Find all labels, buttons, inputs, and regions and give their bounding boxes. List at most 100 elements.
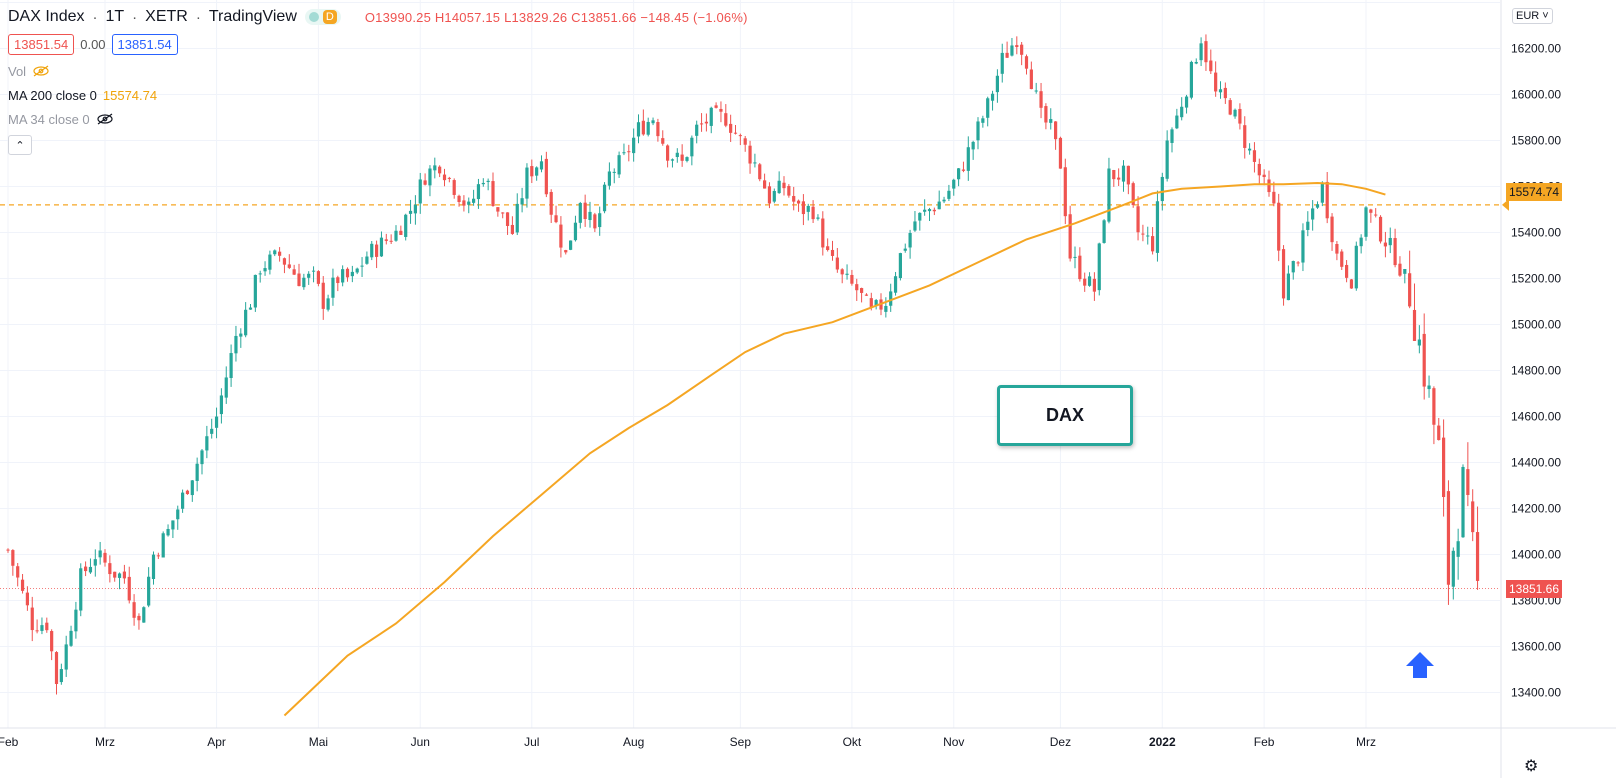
eye-hidden-icon[interactable]: [32, 65, 50, 77]
candle-body: [297, 273, 301, 287]
candle-body: [1063, 167, 1067, 217]
candle-body: [864, 294, 869, 296]
candle-body: [50, 631, 54, 652]
candle-body: [981, 118, 985, 123]
candle-body: [224, 377, 228, 398]
candle-body: [1359, 237, 1363, 247]
candle-body: [714, 105, 718, 108]
candle-body: [69, 630, 73, 646]
candle-body: [1427, 385, 1431, 390]
y-tick-label: 16200.00: [1511, 42, 1561, 56]
symbol-name[interactable]: DAX Index: [8, 8, 85, 25]
ma200-price-tag: 15574.74: [1506, 183, 1562, 202]
spread-value: 0.00: [80, 37, 106, 52]
candle-body: [763, 180, 767, 189]
candle-body: [918, 212, 922, 221]
candle-body: [733, 132, 738, 134]
candle-body: [1160, 176, 1164, 202]
candle-body: [607, 171, 611, 186]
candle-body: [1102, 220, 1106, 243]
candle-body: [64, 644, 68, 670]
candle-body: [840, 269, 844, 275]
candle-body: [142, 607, 146, 623]
candle-body: [195, 463, 199, 481]
candle-body: [651, 120, 655, 124]
collapse-legend-button[interactable]: ⌃: [8, 135, 32, 155]
candle-body: [210, 428, 214, 434]
indicator-ma34[interactable]: MA 34 close 0: [8, 111, 748, 127]
candle-body: [1209, 60, 1213, 72]
candle-body: [93, 559, 97, 566]
candle-body: [1029, 69, 1033, 90]
candle-body: [35, 630, 39, 632]
settings-gear-icon[interactable]: ⚙: [1524, 758, 1539, 775]
candle-body: [1345, 264, 1349, 278]
candle-body: [200, 450, 204, 465]
candle-body: [1364, 207, 1368, 237]
candle-body: [1238, 108, 1242, 124]
candle-body: [976, 121, 980, 141]
candle-body: [122, 571, 126, 579]
indicator-vol[interactable]: Vol: [8, 63, 748, 79]
market-status[interactable]: D: [304, 9, 341, 25]
candle-body: [796, 200, 801, 204]
candle-body: [957, 168, 961, 180]
candle-body: [16, 566, 20, 578]
candle-body: [1180, 106, 1184, 118]
candle-body: [137, 615, 141, 621]
sell-button[interactable]: 13851.54: [8, 34, 75, 55]
candle-body: [370, 243, 374, 258]
candle-body: [1126, 165, 1130, 185]
indicator-ma200[interactable]: MA 200 close 0 15574.74: [8, 87, 748, 103]
candle-body: [336, 277, 340, 284]
candle-body: [1068, 214, 1072, 259]
candle-body: [166, 528, 170, 536]
candle-body: [88, 566, 93, 573]
candle-body: [1020, 44, 1024, 55]
candle-body: [316, 271, 320, 284]
candle-body: [127, 576, 131, 601]
candle-body: [219, 395, 223, 415]
dax-annotation-box[interactable]: DAX: [997, 385, 1133, 446]
candle-body: [365, 256, 369, 264]
candle-body: [748, 145, 752, 164]
candle-body: [544, 158, 548, 195]
candle-body: [1151, 236, 1155, 252]
candle-body: [1456, 541, 1460, 557]
candle-body: [893, 276, 898, 293]
eye-hidden-icon[interactable]: [96, 113, 114, 125]
candle-body: [491, 181, 495, 207]
candle-body: [234, 335, 238, 354]
candle-body: [1010, 45, 1014, 56]
interval-label[interactable]: 1T: [105, 8, 125, 25]
candle-body: [612, 171, 616, 173]
currency-select[interactable]: EUR ˅: [1512, 8, 1553, 24]
buy-button[interactable]: 13851.54: [111, 34, 178, 55]
candle-body: [505, 212, 510, 226]
candle-body: [675, 152, 679, 158]
y-tick-label: 14800.00: [1511, 364, 1561, 378]
y-tick-label: 14200.00: [1511, 502, 1561, 516]
candle-body: [990, 93, 995, 101]
high-value: H14057.15: [434, 9, 501, 25]
candle-body: [54, 652, 59, 685]
candle-body: [1378, 216, 1383, 242]
candle-body: [1286, 273, 1290, 301]
candle-body: [767, 186, 772, 204]
candle-body: [792, 196, 796, 202]
candle-body: [74, 609, 78, 632]
candle-body: [724, 113, 728, 126]
candle-body: [476, 184, 481, 200]
candle-body: [670, 159, 675, 161]
candle-body: [995, 75, 999, 93]
last-price-tag: 13851.66: [1506, 579, 1562, 598]
candle-body: [554, 215, 558, 223]
candle-body: [1383, 242, 1387, 247]
candle-body: [1408, 273, 1412, 307]
candle-body: [462, 200, 466, 206]
candle-body: [214, 416, 219, 428]
candle-body: [535, 167, 539, 176]
candle-body: [811, 206, 815, 220]
